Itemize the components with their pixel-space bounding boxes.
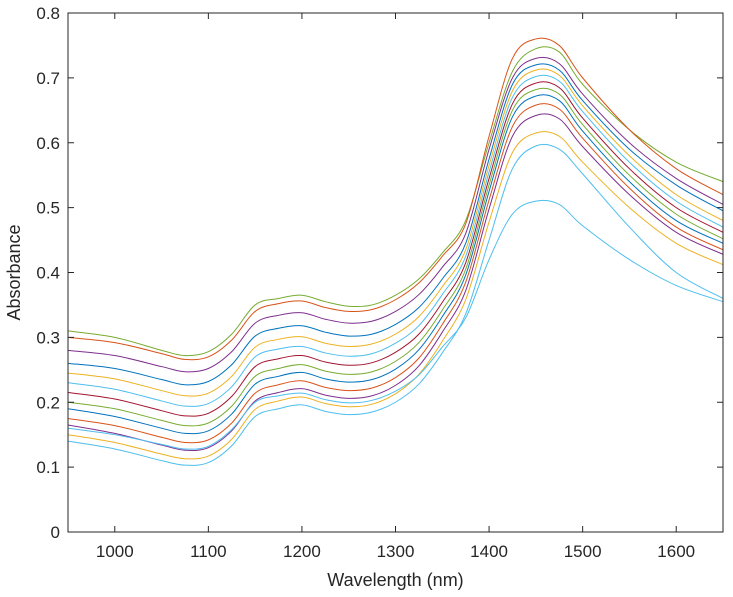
y-tick-label: 0.7 [36,69,60,88]
plot-area [68,13,723,532]
series-line-14 [68,199,723,450]
series-line-11 [68,113,723,451]
series-line-9 [68,94,723,435]
x-tick-label: 1600 [657,542,695,561]
y-axis: 0 0.1 0.2 0.3 0.4 0.5 0.6 0.7 0.8 [36,4,723,542]
x-tick-label: 1100 [190,542,227,561]
series-line-5 [68,68,723,397]
x-tick-label: 1400 [470,542,508,561]
x-axis: 1000 1100 1200 1300 1400 1500 1600 [96,13,695,561]
y-tick-label: 0.6 [36,134,60,153]
series-line-13 [68,143,723,466]
series-line-4 [68,63,723,386]
y-tick-label: 0 [51,523,60,542]
y-tick-label: 0.5 [36,199,60,218]
x-tick-label: 1000 [96,542,134,561]
series-line-2 [68,37,723,361]
series-line-8 [68,87,723,427]
y-axis-label: Absorbance [4,224,24,320]
x-tick-label: 1300 [377,542,415,561]
y-tick-label: 0.2 [36,393,60,412]
series-line-7 [68,81,723,417]
series-line-1 [68,46,723,357]
y-tick-label: 0.3 [36,328,60,347]
x-axis-label: Wavelength (nm) [327,570,463,590]
series-line-6 [68,74,723,407]
x-tick-label: 1500 [564,542,602,561]
y-tick-label: 0.1 [36,458,60,477]
series-line-12 [68,131,723,460]
series-line-3 [68,56,723,373]
series-layer [68,37,723,466]
y-tick-label: 0.4 [36,264,60,283]
series-line-10 [68,103,723,444]
y-tick-label: 0.8 [36,4,60,23]
x-tick-label: 1200 [283,542,321,561]
